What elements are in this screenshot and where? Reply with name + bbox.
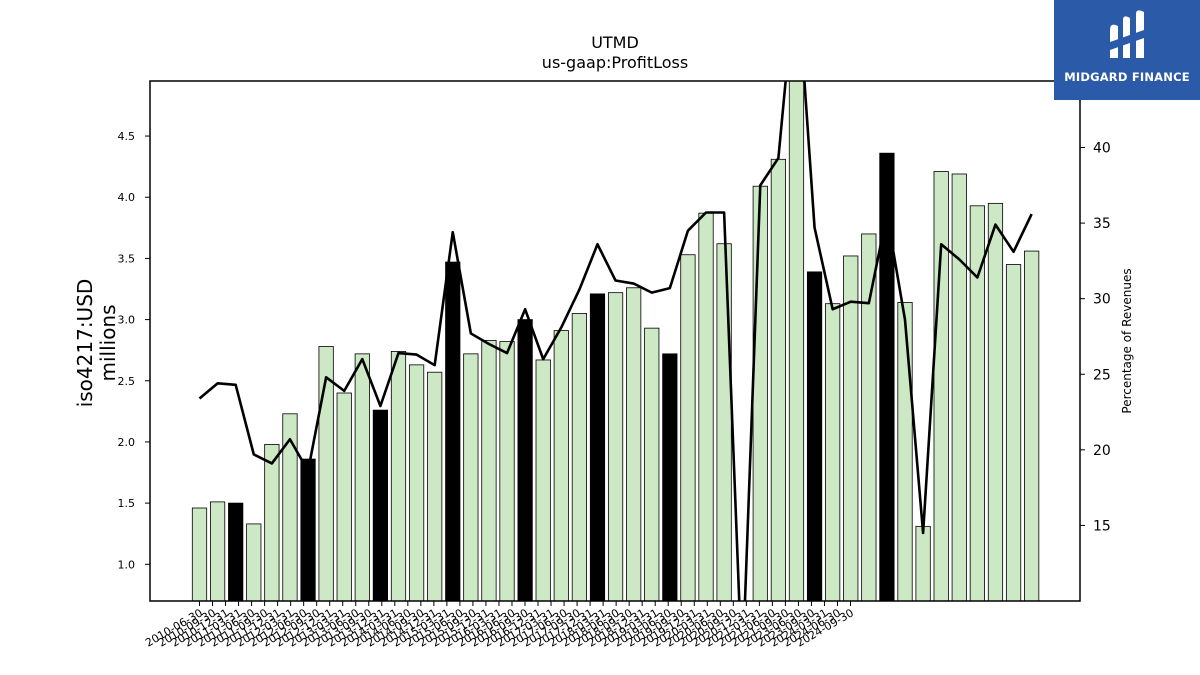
bar-2011-06-30 — [264, 443, 280, 601]
bar-2015-06-30 — [553, 330, 569, 601]
y-tick-label: 1.0 — [118, 558, 136, 571]
bar-2016-12-31 — [662, 353, 678, 601]
bar-2012-06-30 — [336, 392, 352, 601]
y2-tick-label: 40 — [1093, 141, 1111, 157]
bar-2021-06-30 — [987, 202, 1004, 601]
bar-2015-09-30 — [571, 313, 587, 601]
bar-2018-12-31 — [806, 271, 823, 601]
right-axis: 15 20 25 30 35 40 — [1080, 141, 1111, 534]
y-tick-label: 4.0 — [118, 191, 136, 204]
bar-2011-12-31 — [300, 458, 316, 601]
bar-2014-09-30 — [499, 341, 515, 601]
y2-tick-label: 25 — [1093, 367, 1111, 383]
bar-2019-06-30 — [843, 255, 859, 601]
bar-2019-12-31 — [879, 152, 895, 601]
bar-2023-06-30 — [1024, 250, 1040, 601]
y-tick-label: 4.5 — [118, 130, 136, 143]
logo-mark-icon — [1110, 10, 1144, 59]
bar-2010-06-30 — [191, 507, 208, 601]
y-axis-label: iso4217:USDmillions — [73, 279, 120, 408]
bar-series — [191, 81, 1040, 601]
y-tick-label: 2.0 — [118, 436, 136, 449]
y-tick-label: 2.5 — [118, 375, 136, 388]
bar-2010-09-30 — [209, 501, 226, 601]
bar-2020-12-31 — [951, 173, 967, 601]
bar-2012-09-30 — [354, 353, 370, 601]
midgard-finance-logo: MIDGARD FINANCE — [1054, 0, 1200, 100]
bar-2010-12-31 — [228, 502, 244, 601]
bar-2020-03-31 — [897, 302, 913, 601]
bar-2013-03-31 — [390, 350, 407, 601]
y-tick-label: 1.5 — [118, 497, 136, 510]
line-series — [198, 81, 1033, 601]
bar-2018-06-30 — [770, 158, 786, 601]
bar-2014-03-31 — [463, 353, 479, 601]
bar-2016-09-30 — [644, 327, 660, 601]
bar-2021-03-31 — [969, 205, 985, 601]
y2-tick-label: 15 — [1093, 518, 1111, 534]
bar-2011-03-31 — [246, 523, 262, 601]
bar-2019-09-30 — [861, 233, 877, 601]
bar-2020-06-30 — [915, 525, 931, 601]
y2-tick-label: 30 — [1093, 292, 1111, 308]
y-tick-label: 3.0 — [118, 314, 136, 327]
y-tick-label: 3.5 — [118, 252, 136, 265]
bar-2016-03-31 — [607, 292, 624, 601]
bar-2019-03-31 — [825, 303, 841, 601]
bar-2020-09-30 — [933, 171, 949, 601]
logo-text: MIDGARD FINANCE — [1064, 70, 1190, 84]
chart-subtitle: us-gaap:ProfitLoss — [542, 53, 688, 72]
bar-2014-06-30 — [481, 339, 497, 601]
bar-2013-09-30 — [427, 371, 443, 601]
bar-2017-03-31 — [680, 254, 696, 601]
bar-2017-09-30 — [716, 243, 732, 601]
bar-2017-06-30 — [698, 212, 714, 601]
plot-frame — [149, 80, 1081, 602]
bar-2021-09-30 — [1005, 264, 1022, 601]
bar-2018-03-31 — [752, 185, 768, 601]
bar-2015-03-31 — [535, 359, 551, 601]
chart-title: UTMD — [591, 33, 639, 52]
y2-axis-label: Percentage of Revenues — [1120, 268, 1134, 413]
y2-tick-label: 20 — [1093, 443, 1111, 459]
bar-2012-12-31 — [372, 409, 389, 601]
bar-2014-12-31 — [517, 319, 533, 601]
y2-tick-label: 35 — [1093, 216, 1111, 232]
bar-2018-09-30 — [788, 81, 805, 601]
x-axis: 2010-06-302010-09-302010-12-312011-03-31… — [143, 601, 856, 650]
bar-2012-03-31 — [318, 346, 334, 601]
bar-2015-12-31 — [589, 293, 606, 601]
percentage-line — [198, 81, 1033, 601]
bar-2013-12-31 — [445, 261, 461, 601]
bar-2013-06-30 — [408, 364, 425, 601]
bar-2016-06-30 — [626, 287, 642, 601]
left-axis: 1.0 1.5 2.0 2.5 3.0 3.5 4.0 4.5 — [118, 130, 150, 571]
